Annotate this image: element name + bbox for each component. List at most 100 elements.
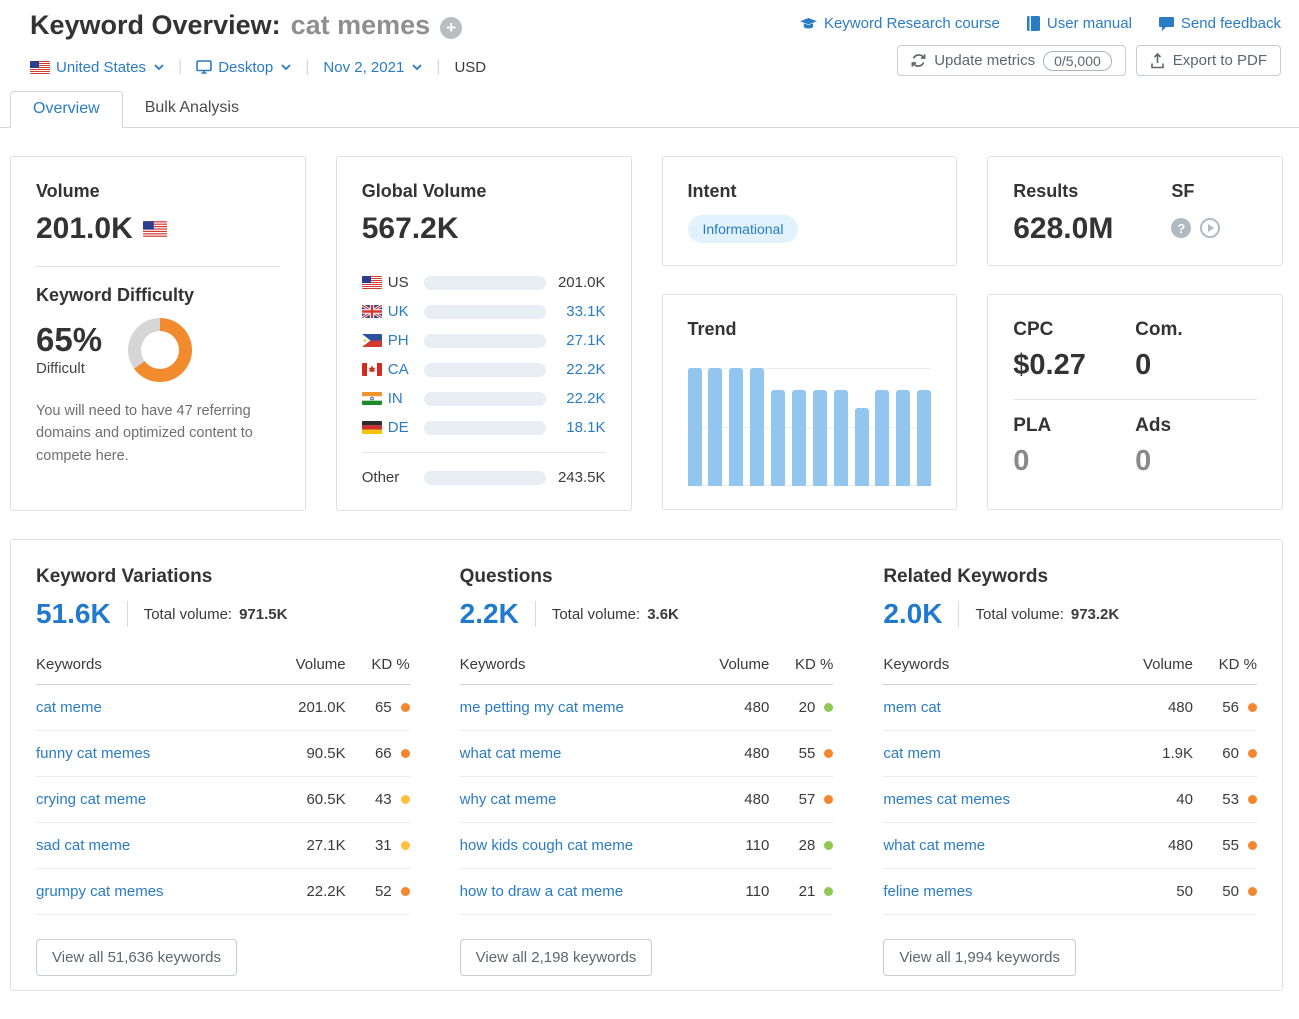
kd-percent-block: 65% Difficult — [36, 323, 102, 377]
trend-bar — [833, 390, 848, 486]
col-keywords: Keywords — [883, 656, 950, 673]
country-volume[interactable]: 22.2K — [566, 390, 606, 407]
keyword-link[interactable]: funny cat memes — [36, 745, 151, 762]
keyword-link[interactable]: what cat meme — [883, 837, 986, 854]
volume-bar — [423, 333, 546, 348]
update-metrics-button[interactable]: Update metrics 0/5,000 — [897, 45, 1126, 76]
page-title: Keyword Overview: — [30, 10, 281, 40]
country-volume[interactable]: 18.1K — [566, 419, 606, 436]
total-volume-value: 973.2K — [1070, 605, 1120, 623]
intent-trend-column: Intent Informational Trend — [661, 156, 958, 511]
section-count[interactable]: 2.2K — [459, 598, 519, 629]
keyword-link[interactable]: cat meme — [36, 699, 102, 716]
keyword-link[interactable]: how to draw a cat meme — [459, 883, 624, 900]
tab-overview[interactable]: Overview — [10, 91, 123, 128]
col-volume: Volume — [719, 656, 770, 673]
keywords-table: Keywords Volume KD % mem cat 480 56 cat mem 1.9… — [883, 650, 1257, 915]
currency-label: USD — [454, 58, 487, 76]
sf-icons: ? — [1171, 218, 1221, 238]
section-count[interactable]: 2.0K — [883, 598, 943, 629]
view-all-button[interactable]: View all 1,994 keywords — [883, 939, 1076, 976]
trend-bar — [687, 368, 702, 486]
country-label[interactable]: DE — [387, 419, 409, 436]
keyword-link[interactable]: crying cat meme — [36, 791, 147, 808]
col-keywords: Keywords — [36, 656, 102, 673]
date-selector[interactable]: Nov 2, 2021 — [323, 59, 422, 76]
global-volume-row-ph: PH 27.1K — [361, 326, 606, 355]
keyword-link[interactable]: grumpy cat memes — [36, 883, 164, 900]
global-volume-card: Global Volume 567.2K US 201.0K UK 33.1K PH 27… — [335, 156, 632, 511]
user-manual-label: User manual — [1046, 15, 1132, 32]
country-label[interactable]: IN — [387, 390, 403, 407]
table-row: sad cat meme 27.1K 31 — [36, 823, 410, 869]
col-keywords: Keywords — [459, 656, 526, 673]
country-volume[interactable]: 22.2K — [566, 361, 606, 378]
global-volume-row-us: US 201.0K — [361, 268, 606, 297]
help-question-icon[interactable]: ? — [1171, 218, 1192, 238]
section-stats: 2.0K Total volume: 973.2K — [883, 598, 1257, 630]
keyword-link[interactable]: me petting my cat meme — [459, 699, 624, 716]
keyword-kd: 50 — [1193, 883, 1257, 900]
trend-bar — [812, 390, 827, 486]
view-all-button[interactable]: View all 2,198 keywords — [459, 939, 653, 976]
country-label[interactable]: PH — [387, 332, 409, 349]
volume-value-row: 201.0K — [36, 212, 280, 246]
trend-bar — [750, 368, 765, 486]
keyword-link[interactable]: why cat meme — [459, 791, 557, 808]
section-related-keywords: Related Keywords 2.0K Total volume: 973.2K K… — [883, 566, 1257, 976]
country-label[interactable]: UK — [387, 303, 409, 320]
intent-badge[interactable]: Informational — [687, 215, 799, 243]
keyword-research-course-link[interactable]: Keyword Research course — [799, 15, 1000, 32]
table-row: memes cat memes 40 53 — [883, 777, 1257, 823]
country-label[interactable]: CA — [387, 361, 409, 378]
keyword-kd: 56 — [1193, 699, 1257, 716]
ads-label: Ads — [1135, 415, 1172, 436]
us-flag-icon — [30, 60, 50, 74]
keyword-link[interactable]: cat mem — [883, 745, 941, 762]
keyword-link[interactable]: memes cat memes — [883, 791, 1011, 808]
keyword-link[interactable]: sad cat meme — [36, 837, 131, 854]
global-volume-other-label: Other — [361, 469, 400, 486]
keyword-link[interactable]: how kids cough cat meme — [459, 837, 634, 854]
device-selector[interactable]: Desktop — [196, 59, 291, 76]
results-title: Results — [1013, 181, 1079, 201]
tab-bulk-analysis[interactable]: Bulk Analysis — [144, 99, 239, 116]
gb-flag-icon — [361, 305, 388, 318]
keyword-kd: 65 — [346, 699, 410, 716]
section-count[interactable]: 51.6K — [36, 598, 111, 629]
user-manual-link[interactable]: User manual — [1026, 15, 1132, 32]
send-feedback-link[interactable]: Send feedback — [1158, 15, 1281, 32]
country-volume[interactable]: 27.1K — [566, 332, 606, 349]
export-icon — [1150, 52, 1165, 69]
keyword-link[interactable]: what cat meme — [459, 745, 562, 762]
play-circle-icon[interactable] — [1200, 218, 1221, 238]
keyword-volume: 480 — [1167, 699, 1193, 716]
keyword-link[interactable]: feline memes — [883, 883, 973, 900]
card-divider — [1013, 399, 1257, 400]
keyword-sections: Keyword Variations 51.6K Total volume: 971.… — [36, 566, 1257, 976]
section-title: Questions — [459, 566, 553, 587]
serp-features-block: SF ? — [1171, 181, 1221, 246]
de-flag-icon — [361, 421, 388, 434]
total-volume-label: Total volume: — [551, 605, 641, 623]
card-divider — [361, 452, 606, 453]
table-header: Keywords Volume KD % — [883, 650, 1257, 685]
keyword-link[interactable]: mem cat — [883, 699, 941, 716]
add-keyword-icon[interactable]: + — [440, 16, 463, 39]
cpc-label: CPC — [1013, 319, 1054, 340]
kd-dot — [1247, 887, 1257, 896]
filter-separator: | — [436, 58, 441, 75]
volume-title: Volume — [36, 181, 100, 201]
view-all-button[interactable]: View all 51,636 keywords — [36, 939, 237, 976]
col-volume: Volume — [1142, 656, 1193, 673]
table-row: how to draw a cat meme 110 21 — [459, 869, 834, 915]
ca-flag-icon — [361, 363, 388, 376]
page-title-row: Keyword Overview: cat memes + — [30, 10, 486, 41]
header-left: Keyword Overview: cat memes + United Sta… — [30, 10, 486, 76]
export-to-pdf-button[interactable]: Export to PDF — [1135, 45, 1281, 76]
keyword-kd: 21 — [769, 883, 834, 900]
ads-value: 0 — [1135, 445, 1152, 477]
monitor-icon — [196, 60, 213, 74]
country-selector[interactable]: United States — [30, 59, 164, 76]
country-volume[interactable]: 33.1K — [566, 303, 606, 320]
